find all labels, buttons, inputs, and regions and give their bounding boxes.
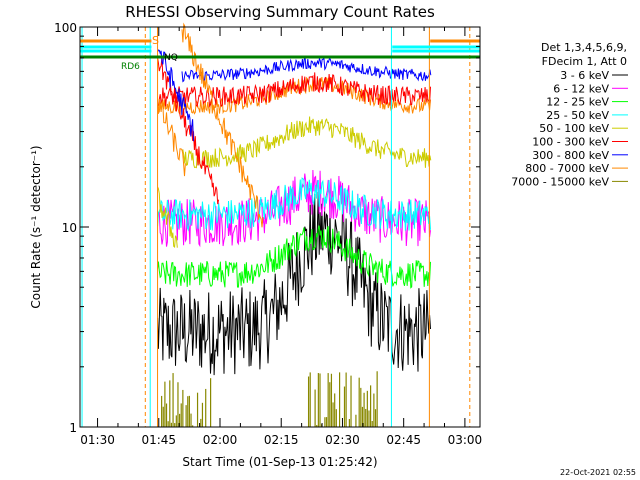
series-trace xyxy=(157,191,431,376)
series-trace xyxy=(181,55,432,83)
legend-entry-label: 50 - 100 keV xyxy=(539,122,609,135)
flag-layer: S RD6 NQ xyxy=(80,27,480,427)
y-tick-label: 1 xyxy=(69,421,77,435)
legend-header-fdecim: FDecim 1, Att 0 xyxy=(542,55,627,68)
series-transient xyxy=(157,56,220,205)
x-tick-label: 02:45 xyxy=(386,433,421,447)
chart-title: RHESSI Observing Summary Count Rates xyxy=(125,3,435,21)
flag-label-s: S xyxy=(152,34,159,47)
series-trace xyxy=(157,225,431,289)
y-axis-title: Count Rate (s⁻¹ detector⁻¹) xyxy=(29,145,43,308)
x-tick-label: 03:00 xyxy=(448,433,483,447)
x-tick-label: 02:00 xyxy=(203,433,238,447)
series-trace xyxy=(181,116,432,169)
legend-entry-label: 300 - 800 keV xyxy=(532,149,609,162)
legend-header-detectors: Det 1,3,4,5,6,9, xyxy=(541,41,627,54)
legend-entry-label: 100 - 300 keV xyxy=(532,136,609,149)
series-transient xyxy=(157,99,186,177)
data-layer xyxy=(157,22,432,427)
legend: Det 1,3,4,5,6,9, FDecim 1, Att 0 3 - 6 k… xyxy=(511,41,628,188)
legend-entry-label: 7000 - 15000 keV xyxy=(511,175,609,188)
series-transient xyxy=(181,22,264,228)
series-trace xyxy=(157,169,431,248)
y-tick-label: 100 xyxy=(54,21,77,35)
legend-entry-label: 25 - 50 keV xyxy=(546,109,609,122)
series-transient xyxy=(157,186,178,249)
x-tick-label: 02:30 xyxy=(325,433,360,447)
flag-label-rd6: RD6 xyxy=(121,62,140,72)
x-tick-label: 01:45 xyxy=(141,433,176,447)
tick-layer: 1 10 100 01:30 01:45 02:00 02:15 02:30 02:45 03:0… xyxy=(54,21,482,447)
legend-entry-label: 800 - 7000 keV xyxy=(525,162,609,175)
y-tick-label: 10 xyxy=(62,221,77,235)
series-trace xyxy=(157,177,431,232)
flag-label-nq: NQ xyxy=(164,53,178,63)
x-tick-label: 02:15 xyxy=(264,433,299,447)
series-trace xyxy=(157,72,431,108)
x-axis-title: Start Time (01-Sep-13 01:25:42) xyxy=(182,455,377,469)
x-tick-label: 01:30 xyxy=(80,433,115,447)
legend-entry-label: 3 - 6 keV xyxy=(560,69,609,82)
legend-entry-label: 12 - 25 keV xyxy=(546,96,609,109)
footer-date: 22-Oct-2021 02:55 xyxy=(560,468,636,477)
legend-entry-label: 6 - 12 keV xyxy=(553,82,609,95)
